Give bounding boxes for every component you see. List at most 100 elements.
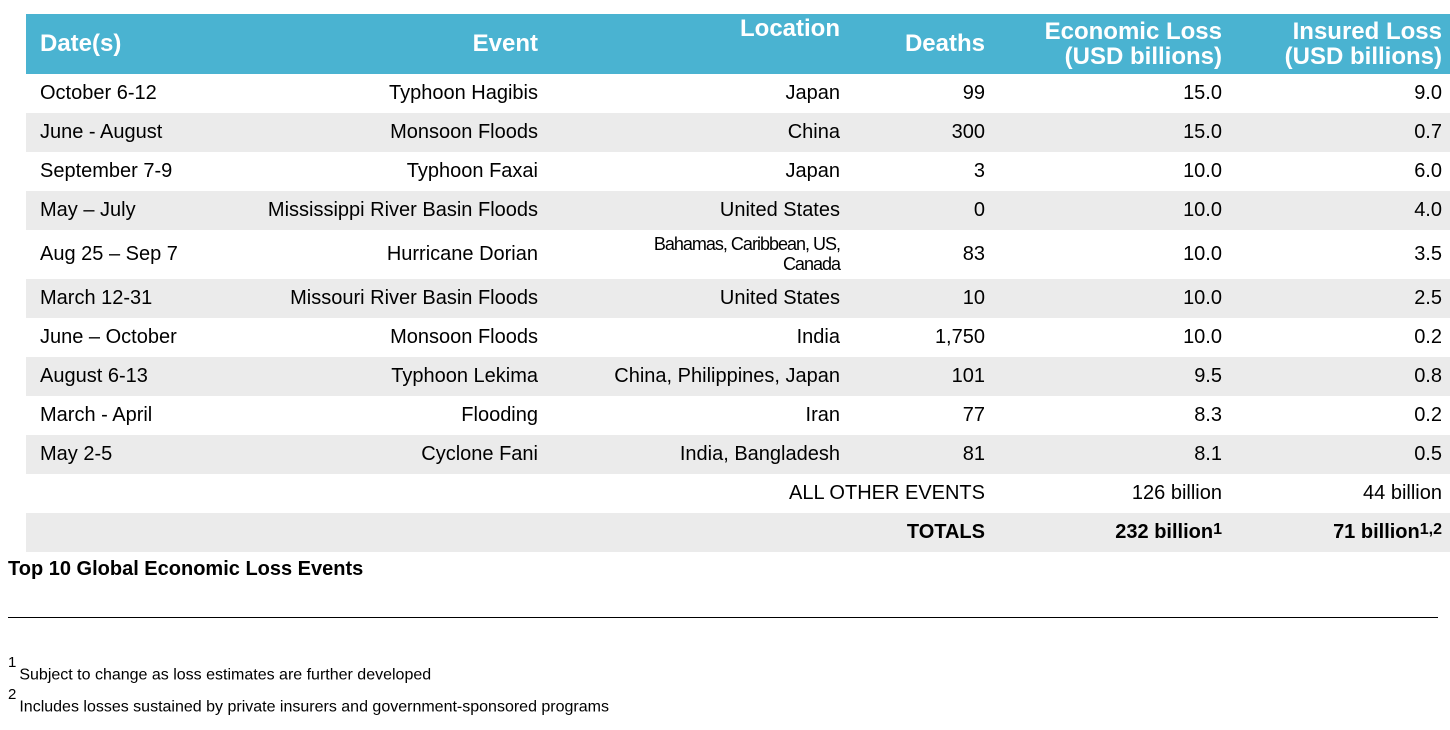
table-row: March - April Flooding Iran 77 8.3 0.2	[26, 396, 1450, 435]
header-cell: Event	[276, 14, 538, 74]
table-row: June - August Monsoon Floods China 300 15.0 0…	[26, 113, 1450, 152]
table-cell: 1,750	[934, 326, 985, 348]
rule	[8, 617, 1438, 618]
footnote: 1Subject to change as loss estimates are…	[8, 654, 432, 684]
table-cell: 10.0	[1183, 243, 1222, 265]
table-cell: Flooding	[461, 404, 538, 426]
table-cell: September 7-9	[40, 160, 173, 182]
table-cell: 3	[973, 160, 985, 182]
table-cell: Cyclone Fani	[421, 443, 538, 465]
table-cell: Typhoon Lekima	[391, 365, 538, 387]
table-cell: Missouri River Basin Floods	[290, 287, 538, 309]
header-cell: Date(s)	[40, 14, 276, 74]
header-cell: Economic Loss (USD billions)	[991, 14, 1222, 74]
footnote-ref: 1	[1213, 521, 1222, 539]
table-cell: India, Bangladesh	[679, 443, 840, 465]
table-row: March 12-31 Missouri River Basin Floods Un…	[26, 279, 1450, 318]
header-line: Economic Loss	[1044, 17, 1222, 45]
table-row: October 6-12 Typhoon Hagibis Japan 99 15.0 9.…	[26, 74, 1450, 113]
other-row: ALL OTHER EVENTS 126 billion 44 billion	[26, 474, 1450, 513]
table-row: September 7-9 Typhoon Faxai Japan 3 10.0 6.0	[26, 152, 1450, 191]
header-cell: Location	[546, 14, 840, 76]
table-cell: China, Philippines, Japan	[614, 365, 840, 387]
table-cell: March - April	[40, 404, 153, 426]
table-cell: Japan	[785, 160, 841, 182]
table-cell: Iran	[805, 404, 840, 426]
table-cell: 0	[973, 199, 985, 221]
table-cell: 300	[951, 121, 985, 143]
header-row: Date(s) Event Location Deaths Economic Loss(…	[26, 14, 1450, 74]
table-cell: Aug 25 – Sep 7	[40, 243, 178, 265]
caption: Top 10 Global Economic Loss Events	[8, 558, 364, 580]
header-line: Deaths	[904, 30, 985, 58]
table-cell: 83	[962, 243, 985, 265]
totals-label: TOTALS	[906, 521, 985, 543]
table-cell: 8.1	[1194, 443, 1222, 465]
table-cell: Japan	[785, 82, 841, 104]
table-cell: 6.0	[1414, 160, 1442, 182]
other-cell: 126 billion	[1131, 482, 1222, 504]
table-cell: June – October	[40, 326, 177, 348]
totals-value: 232 billion	[1115, 521, 1214, 543]
totals-row: TOTALS 232 billion 1 71 billion 1,2	[26, 513, 1450, 552]
table-row: Aug 25 – Sep 7 Hurricane Dorian Bahamas, C…	[26, 230, 1450, 279]
table-cell: 15.0	[1183, 82, 1222, 104]
footnote: 2Includes losses sustained by private in…	[8, 686, 609, 716]
table-cell: 0.8	[1414, 365, 1442, 387]
table-cell: Monsoon Floods	[390, 121, 538, 143]
table-cell: Typhoon Faxai	[406, 160, 538, 182]
table-cell: October 6-12	[40, 82, 157, 104]
table-cell: 99	[962, 82, 985, 104]
table-cell: 0.2	[1414, 326, 1442, 348]
table-row: May 2-5 Cyclone Fani India, Bangladesh 81 8.…	[26, 435, 1450, 474]
footnote-text: Subject to change as loss estimates are …	[19, 666, 432, 684]
footnote-marker: 2	[8, 686, 17, 703]
table-cell: March 12-31	[40, 287, 153, 309]
table-cell: United States	[719, 199, 840, 221]
header-cell: Deaths	[846, 14, 985, 74]
table-cell: 0.2	[1414, 404, 1442, 426]
footnote-marker: 1	[8, 654, 17, 671]
totals-cell: 232 billion 1	[991, 513, 1222, 552]
table-cell: India	[796, 326, 840, 348]
table-cell: 0.7	[1414, 121, 1442, 143]
totals-cell: 71 billion 1,2	[1228, 513, 1442, 552]
table-cell: Hurricane Dorian	[386, 243, 538, 265]
table-cell: Monsoon Floods	[390, 326, 538, 348]
table-cell: 10.0	[1183, 326, 1222, 348]
header-cell: Insured Loss (USD billions)	[1228, 14, 1442, 74]
totals-value: 71 billion	[1333, 521, 1420, 543]
other-cell: 44 billion	[1363, 482, 1442, 504]
header-line: Insured Loss	[1292, 17, 1442, 45]
table-row: May – July Mississippi River Basin Floods…	[26, 191, 1450, 230]
table-cell: 10.0	[1183, 160, 1222, 182]
table-cell: June - August	[40, 121, 163, 143]
table-cell: 15.0	[1183, 121, 1222, 143]
table-row: June – October Monsoon Floods India 1,750 10…	[26, 318, 1450, 357]
table-cell: 8.3	[1194, 404, 1222, 426]
table-cell: China	[787, 121, 840, 143]
table-cell: 2.5	[1414, 287, 1442, 309]
footnote-text: Includes losses sustained by private ins…	[19, 698, 609, 716]
header-line: Location	[740, 15, 840, 42]
other-cell: ALL OTHER EVENTS	[789, 482, 985, 504]
table-cell: 10	[962, 287, 985, 309]
table-cell: United States	[719, 287, 840, 309]
header-line: Event	[472, 30, 538, 58]
table-cell: 9.5	[1194, 365, 1222, 387]
table-cell: 10.0	[1183, 287, 1222, 309]
table-cell: August 6-13	[40, 365, 148, 387]
table-cell: May 2-5	[40, 443, 113, 465]
table-cell: 0.5	[1414, 443, 1442, 465]
header-line: Date(s)	[40, 30, 122, 58]
table-cell: Bahamas, Caribbean, US, Canada	[653, 233, 841, 274]
header-line: (USD billions)	[1064, 43, 1222, 70]
table-row: August 6-13 Typhoon Lekima China, Philippi…	[26, 357, 1450, 396]
table-cell: 101	[951, 365, 985, 387]
table-cell: May – July	[40, 199, 136, 221]
table-cell: Mississippi River Basin Floods	[267, 199, 538, 221]
table-cell: 3.5	[1414, 243, 1442, 265]
table-cell: 4.0	[1414, 199, 1442, 221]
footnote-ref: 1,2	[1419, 521, 1442, 539]
table-cell: 81	[962, 443, 985, 465]
